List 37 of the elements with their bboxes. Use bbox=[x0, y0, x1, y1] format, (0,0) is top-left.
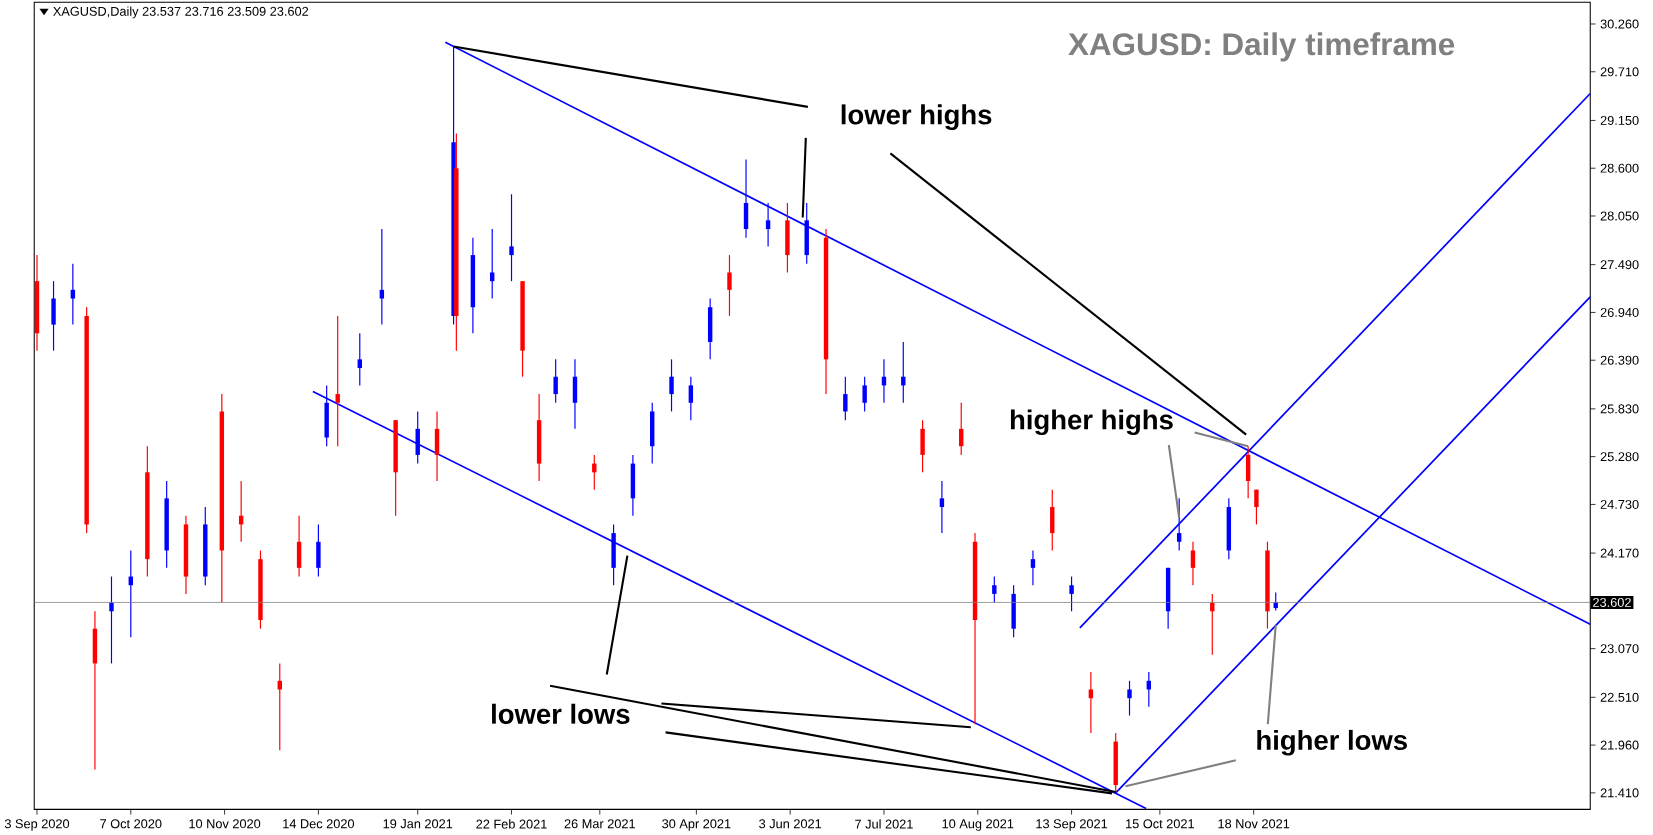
y-tick-label: 22.510 bbox=[1600, 692, 1639, 702]
x-tick-label: 30 Apr 2021 bbox=[662, 819, 731, 831]
x-tick-label: 7 Jul 2021 bbox=[855, 819, 913, 829]
y-tick-label: 26.940 bbox=[1600, 307, 1639, 317]
y-tick-label: 24.170 bbox=[1600, 548, 1639, 558]
ref-line-label: 23.602 bbox=[1593, 597, 1631, 607]
x-tick-label: 15 Oct 2021 bbox=[1126, 819, 1194, 829]
annotation: lower highs bbox=[841, 104, 992, 131]
x-tick-label: 3 Sep 2020 bbox=[4, 819, 70, 831]
x-tick-label: 10 Aug 2021 bbox=[942, 819, 1014, 831]
x-tick-label: 3 Jun 2021 bbox=[759, 819, 822, 829]
x-tick-label: 7 Oct 2020 bbox=[100, 819, 162, 829]
x-tick-label: 13 Sep 2021 bbox=[1036, 819, 1108, 831]
y-tick-label: 21.960 bbox=[1600, 740, 1639, 750]
y-tick-label: 30.260 bbox=[1600, 19, 1639, 29]
y-tick-label: 21.410 bbox=[1600, 788, 1639, 798]
y-tick-label: 28.600 bbox=[1600, 163, 1639, 173]
y-tick-label: 24.730 bbox=[1600, 499, 1639, 509]
y-tick-label: 25.280 bbox=[1600, 452, 1639, 462]
chart-subtitle: XAGUSD,Daily 23.537 23.716 23.509 23.602 bbox=[53, 6, 309, 19]
x-tick-label: 18 Nov 2021 bbox=[1218, 819, 1290, 829]
annotation: lower lows bbox=[492, 703, 630, 724]
y-tick-label: 28.050 bbox=[1600, 211, 1639, 221]
x-tick-label: 26 Mar 2021 bbox=[564, 819, 635, 829]
annotation: higher highs bbox=[1010, 409, 1173, 436]
y-tick-label: 29.710 bbox=[1600, 67, 1639, 77]
annotation: higher lows bbox=[1257, 729, 1407, 756]
x-tick-label: 19 Jan 2021 bbox=[383, 819, 453, 829]
y-tick-label: 23.070 bbox=[1600, 644, 1639, 654]
x-tick-label: 10 Nov 2020 bbox=[189, 819, 261, 829]
y-tick-label: 26.390 bbox=[1600, 355, 1639, 365]
x-tick-label: 22 Feb 2021 bbox=[476, 819, 547, 829]
y-tick-label: 25.830 bbox=[1600, 404, 1639, 414]
text: XAGUSD: Daily timeframe bbox=[1068, 32, 1455, 62]
y-tick-label: 29.150 bbox=[1600, 115, 1639, 125]
y-tick-label: 27.490 bbox=[1600, 260, 1639, 270]
x-tick-label: 14 Dec 2020 bbox=[283, 819, 355, 829]
